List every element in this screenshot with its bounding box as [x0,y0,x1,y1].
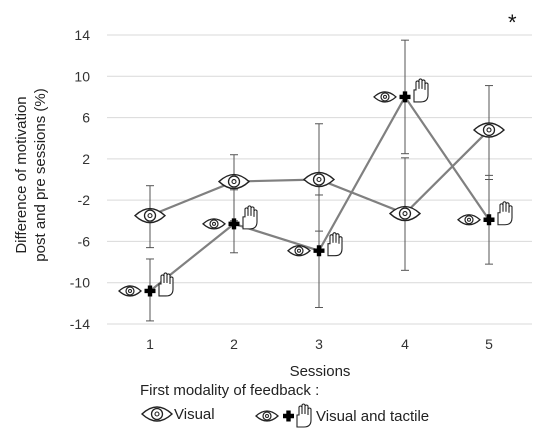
x-axis-title: Sessions [290,363,351,380]
series-markers [118,78,513,297]
hand-icon [158,272,174,297]
small-eye-icon [287,245,311,257]
cross-icon [313,245,325,257]
eye-cross-hand-icon [373,78,429,103]
hand-outline [413,78,429,103]
legend-label-visual-tactile: Visual and tactile [316,407,430,425]
hand-icon [327,232,343,257]
y-tick-label: 2 [82,151,90,167]
y-tick-label: 6 [82,110,90,126]
small-eye-icon [457,214,481,226]
eye-cross-hand-icon [118,272,174,297]
significance-star: * [508,10,517,35]
small-eye-icon [373,91,397,103]
eye-pupil [486,127,492,133]
y-axis-title-line2: post and pre sessions (%) [32,88,49,261]
eye-pupil [316,176,322,183]
x-tick-labels: 1 2 3 4 5 [146,336,493,352]
eye-icon [388,205,422,222]
legend-item-visual-tactile: Visual and tactile [254,403,429,429]
hand-outline [327,232,343,257]
eye-cross-hand-icon [202,205,258,230]
cross-icon [144,285,156,297]
eye-cross-hand-icon [255,403,312,428]
legend-title: First modality of feedback : [140,382,320,399]
x-tick-label: 4 [401,336,409,352]
eye-pupil [212,221,216,226]
small-eye-icon [118,285,142,297]
y-tick-label: -10 [70,275,90,291]
legend-item-visual: Visual [140,403,215,425]
chart: 14 10 6 2 -2 -6 -10 -14 1 2 3 4 5 Sessions Differen… [13,10,532,380]
x-tick-label: 3 [315,336,323,352]
small-eye-icon [202,218,226,230]
hand-icon [242,205,258,230]
y-tick-label: -6 [78,233,91,249]
cross-icon [228,218,240,230]
hand-outline [497,201,513,226]
eye-cross-hand-icon [287,232,343,257]
eye-pupil [128,288,132,293]
eye-pupil [231,179,237,185]
eye-cross-hand-icon [457,201,513,226]
eye-pupil [383,94,387,99]
eye-icon [302,171,336,188]
cross-icon [399,91,411,103]
y-tick-label: -14 [70,316,90,332]
x-tick-label: 2 [230,336,238,352]
hand-outline [242,205,258,230]
eye-icon [140,406,174,422]
eye-icon [472,122,506,138]
hand-outline [158,272,174,297]
eye-pupil [297,248,301,253]
y-tick-label: 10 [74,68,90,84]
hand-icon [497,201,513,226]
legend-label-visual: Visual [174,405,215,423]
y-tick-label: 14 [74,27,90,43]
y-tick-labels: 14 10 6 2 -2 -6 -10 -14 [70,27,90,332]
eye-pupil [467,217,471,222]
eye-pupil [147,213,153,219]
x-tick-label: 5 [485,336,493,352]
y-axis-title-line1: Difference of motivation [13,96,30,253]
hand-icon [413,78,429,103]
cross-icon [483,214,495,226]
eye-icon [133,207,167,224]
eye-pupil [402,211,408,217]
eye-icon [217,173,251,190]
x-tick-label: 1 [146,336,154,352]
y-tick-label: -2 [78,192,91,208]
